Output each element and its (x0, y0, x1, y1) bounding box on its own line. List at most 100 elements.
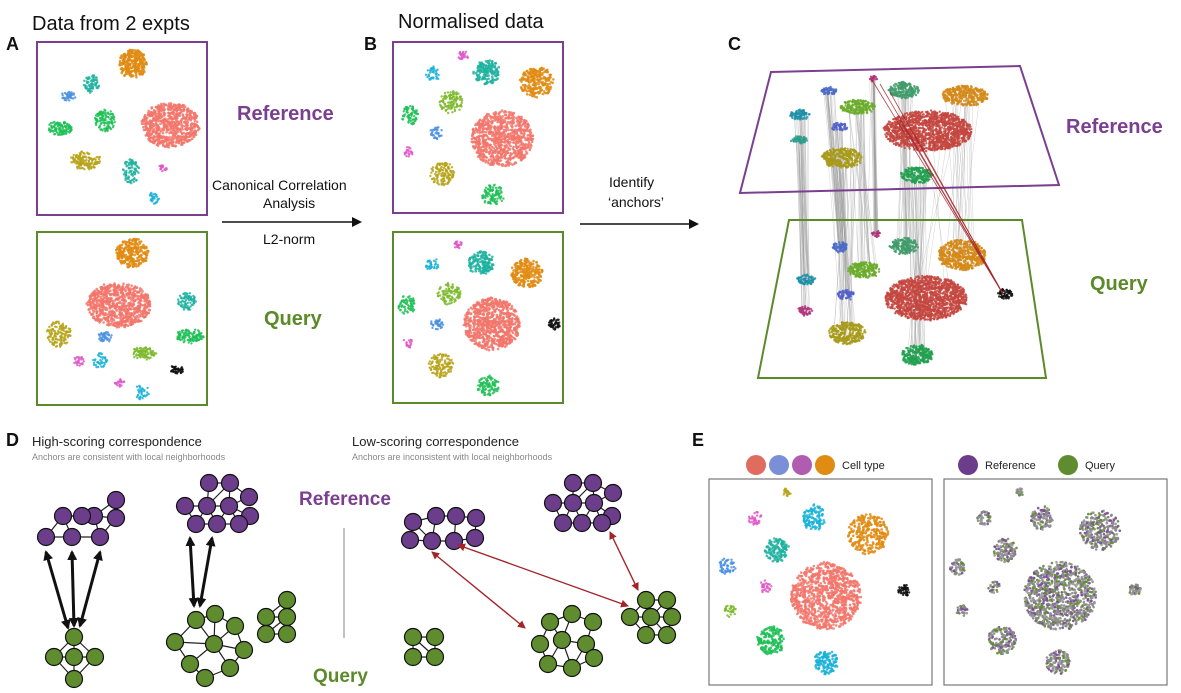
cluster-green (48, 121, 73, 136)
cluster (883, 109, 973, 152)
panel-e-celltype-scatter (719, 488, 911, 676)
cluster-blue (61, 91, 76, 102)
query-graph-6 (405, 629, 444, 666)
legend-celltype-orange (815, 455, 835, 475)
cluster (821, 147, 863, 168)
cluster-pink2 (114, 378, 126, 388)
panel-a-title: Data from 2 expts (32, 13, 190, 35)
graph-node (258, 626, 275, 643)
mixed-cluster (956, 604, 969, 617)
graph-node (565, 475, 582, 492)
graph-node (279, 609, 296, 626)
cluster-cyan2 (814, 651, 838, 676)
cluster-teal (764, 537, 790, 563)
cluster-green2 (477, 374, 500, 396)
panel-b-title: Normalised data (398, 11, 545, 33)
cluster-lime (439, 90, 464, 114)
cluster-blue (430, 126, 443, 140)
cluster-olive (46, 321, 72, 348)
graph-node (545, 495, 562, 512)
panel-letter-a: A (6, 34, 19, 54)
graph-node (638, 592, 655, 609)
cluster-pink (73, 356, 85, 367)
identify-label-line2: ‘anchors’ (608, 194, 664, 210)
graph-node (427, 629, 444, 646)
graph-node (236, 642, 253, 659)
graph-node (66, 629, 83, 646)
graph-node (402, 532, 419, 549)
cluster-blue (98, 331, 113, 342)
cluster-pink (454, 240, 463, 249)
graph-node (46, 649, 63, 666)
query-graph-1 (46, 629, 104, 688)
graph-node (92, 529, 109, 546)
panel-d-query-label: Query (313, 666, 368, 687)
cluster (831, 122, 848, 132)
legend-query-swatch (1058, 455, 1078, 475)
mixed-cluster (949, 558, 966, 576)
cluster-orange (519, 67, 555, 99)
cluster-orange (510, 257, 543, 288)
anchor-line (846, 159, 857, 338)
mixed-cluster (1079, 510, 1121, 551)
cluster-pink2 (403, 339, 413, 349)
mixed-cluster (987, 581, 1001, 594)
cluster-green (401, 105, 419, 126)
cluster-black (170, 365, 184, 375)
cluster-salmon (471, 109, 535, 167)
graph-node (221, 498, 238, 515)
cluster-pink (748, 511, 763, 526)
correspondence-arrow (610, 532, 638, 590)
correspondence-arrow (200, 538, 212, 606)
cluster-teal (177, 292, 197, 311)
panel-letter-e: E (692, 430, 704, 450)
panel-letter-c: C (728, 34, 741, 54)
cluster-olive (783, 488, 792, 498)
query-label-center: Query (264, 308, 323, 330)
cluster (789, 109, 811, 121)
cluster-black (897, 584, 910, 597)
anchor-line (932, 128, 945, 290)
cluster-lime (724, 605, 737, 618)
cluster-teal (468, 250, 495, 274)
graph-node (279, 592, 296, 609)
cluster-green (756, 625, 785, 655)
correspondence-arrow (46, 552, 68, 628)
cluster-pink (158, 164, 167, 172)
cluster-orange (118, 49, 148, 79)
mixed-cluster (976, 510, 991, 526)
graph-node (467, 530, 484, 547)
graph-node (108, 492, 125, 509)
cluster-blue (430, 318, 444, 330)
cluster-olive (429, 162, 455, 187)
cluster-salmon (790, 561, 862, 631)
reference-label-3d: Reference (1066, 116, 1163, 138)
reference-graph-2 (177, 475, 259, 533)
cluster-pink2 (760, 579, 773, 593)
graph-node (585, 475, 602, 492)
query-graph-4 (532, 606, 603, 677)
panel-a-query-scatter (46, 238, 205, 401)
panel-e-dataset-scatter (949, 487, 1142, 675)
graph-node (182, 656, 199, 673)
cluster-salmon (463, 296, 521, 351)
graph-node (167, 634, 184, 651)
graph-node (659, 592, 676, 609)
cluster-black (548, 317, 561, 331)
legend-celltype-magenta (792, 455, 812, 475)
graph-node (64, 529, 81, 546)
cluster-cyan (425, 65, 440, 80)
cluster-teal2 (122, 158, 140, 184)
graph-node (405, 649, 422, 666)
reference-graph-3 (402, 508, 485, 550)
cluster-green (176, 329, 204, 345)
graph-node (564, 606, 581, 623)
graph-node (222, 475, 239, 492)
graph-node (188, 612, 205, 629)
mixed-cluster (988, 626, 1017, 655)
graph-node (542, 614, 559, 631)
graph-node (201, 475, 218, 492)
reference-graph-1 (38, 492, 125, 546)
cluster-green2 (94, 109, 116, 133)
